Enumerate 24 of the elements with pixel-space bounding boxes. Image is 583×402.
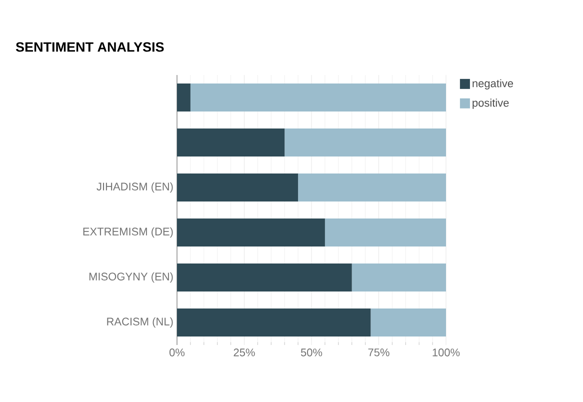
bar [370, 308, 446, 337]
bar [177, 174, 298, 202]
x-tick-label: 50% [300, 348, 322, 356]
bar [177, 84, 190, 112]
bar [177, 308, 371, 337]
bar [324, 218, 446, 247]
x-tick-label: 25% [234, 348, 255, 356]
y-tick-label: RACISM (NL) [107, 317, 173, 328]
x-tick-label: 75% [368, 348, 390, 356]
x-tick-label: 0% [169, 348, 185, 356]
bar [190, 84, 446, 112]
legend-label: positive [472, 98, 509, 109]
legend-label: negative [472, 79, 514, 90]
y-tick-label: EXTREMISM (DE) [83, 227, 173, 238]
bar [177, 264, 352, 292]
bar [177, 128, 285, 157]
bar [352, 264, 446, 292]
chart-title: SENTIMENT ANALYSIS [16, 42, 164, 52]
y-tick-label: MISOGYNY (EN) [89, 272, 173, 283]
bar [298, 174, 446, 202]
bar [284, 128, 446, 157]
x-tick-label: 100% [432, 348, 460, 356]
bar [177, 218, 325, 247]
y-tick-label: JIHADISM (EN) [96, 182, 173, 193]
